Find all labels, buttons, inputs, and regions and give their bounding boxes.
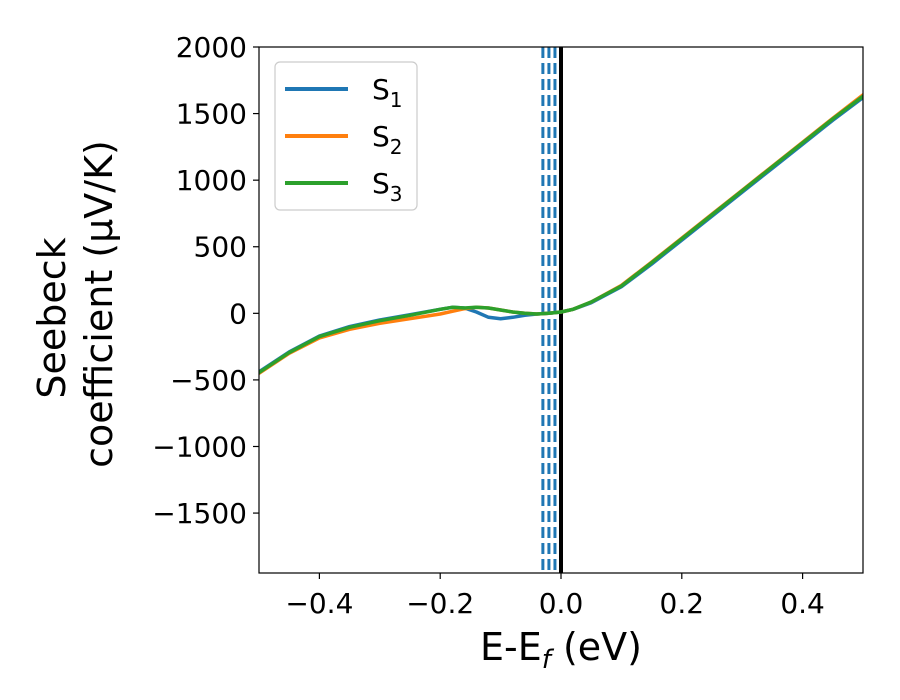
x-tick-label: 0.4 [780,587,825,620]
x-tick-label: 0.0 [539,587,584,620]
y-axis-label-line2: coefficient (μV/K) [77,140,121,468]
y-tick-label: 1500 [176,98,247,131]
axes: −0.4 −0.2 0.0 0.2 0.4 −1500 −1000 −500 0 500 1000 1… [152,31,864,620]
axis-labels: E-Ef (eV) Seebeck coefficient (μV/K) [30,140,642,675]
legend: S1 S2 S3 [274,61,418,211]
x-tick-label: −0.2 [406,587,474,620]
plot-area [259,47,863,573]
legend-label-1: S1 [372,73,403,112]
legend-label-3: S3 [372,167,403,206]
y-tick-label: −1000 [152,430,247,463]
y-tick-label: −1500 [152,497,247,530]
legend-label-2: S2 [372,120,403,159]
series-line-3 [259,94,863,375]
x-axis-label: E-Ef (eV) [480,625,642,675]
y-tick-label: 0 [229,297,247,330]
x-tick-label: 0.2 [660,587,705,620]
y-tick-label: 1000 [176,164,247,197]
y-axis-label-line1: Seebeck [30,237,74,398]
x-tick-label: −0.4 [285,587,353,620]
y-tick-label: 2000 [176,31,247,64]
y-tick-label: −500 [170,364,247,397]
y-tick-label: 500 [194,231,247,264]
